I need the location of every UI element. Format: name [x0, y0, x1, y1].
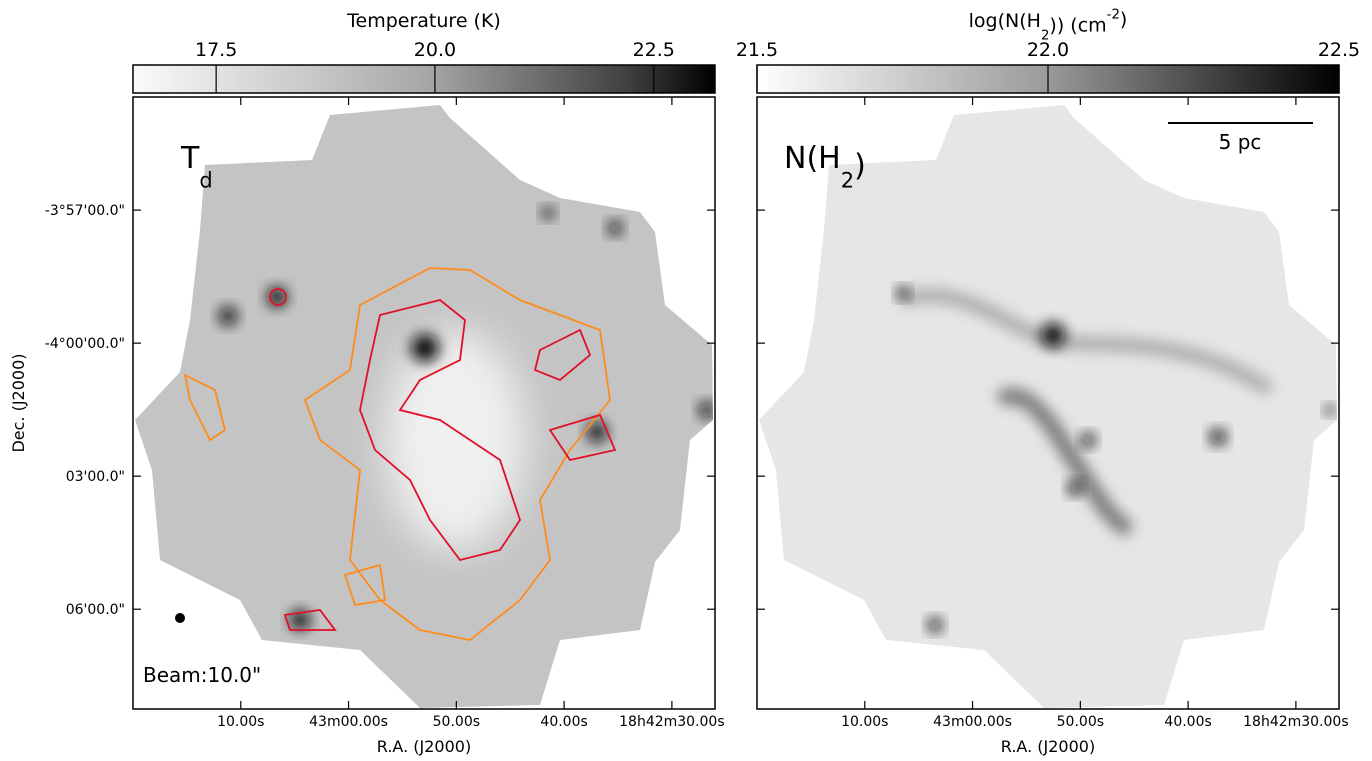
dense-core — [1210, 429, 1226, 445]
colorbar-label-part: -2 — [1107, 7, 1120, 22]
contour — [269, 288, 287, 306]
x-tick-label: 40.00s — [1164, 714, 1211, 730]
hot-spot — [587, 422, 607, 442]
x-tick-label: 43m00.00s — [309, 714, 388, 730]
hot-spot — [219, 307, 237, 325]
dense-core — [897, 287, 909, 299]
contour — [283, 609, 337, 631]
contour — [343, 563, 387, 607]
dense-core — [1325, 405, 1335, 415]
scale-bar-label: 5 pc — [1219, 130, 1262, 154]
dense-core — [1068, 481, 1082, 495]
plot-frame — [132, 96, 716, 710]
colorbar-label-part: 2 — [1041, 28, 1049, 43]
x-tick-label: 40.00s — [540, 714, 587, 730]
panel-annotation: N(H2) — [784, 141, 866, 192]
colorbar-label-part: )) (cm — [1049, 15, 1106, 37]
hot-spot — [542, 207, 554, 219]
colorbar-tick-label: 17.5 — [195, 39, 237, 61]
x-axis-label: R.A. (J2000) — [1001, 737, 1095, 756]
colorbar-label: Temperature (K) — [346, 10, 501, 32]
hot-spot — [699, 402, 713, 418]
beam — [175, 613, 185, 623]
contour — [183, 373, 227, 442]
x-tick-label: 50.00s — [433, 714, 480, 730]
colorbar-tick-label: 21.5 — [736, 39, 778, 61]
dense-core — [1041, 323, 1065, 347]
colorbar-tick-label: 22.5 — [633, 39, 675, 61]
hot-spot — [608, 221, 622, 235]
warm-region — [385, 330, 525, 550]
x-axis-label: R.A. (J2000) — [377, 737, 471, 756]
panel: 17.5 20.0 22.5 Temperature (K) 10.00s 43m00.0… — [9, 10, 725, 756]
x-tick-label: 18h42m30.00s — [1243, 714, 1349, 730]
y-tick-label: -3°57'00.0" — [45, 203, 125, 219]
colorbar-label-part: Temperature (K) — [346, 10, 501, 32]
panel-annotation-part: ) — [854, 148, 866, 183]
colorbar-label: log(N(H2)) (cm-2) — [969, 7, 1128, 43]
panel-annotation-part: N(H — [784, 141, 841, 176]
panel-annotation-part: 2 — [841, 168, 854, 192]
panel-annotation-part: T — [180, 141, 200, 176]
colorbar-tick-label: 22.0 — [1027, 39, 1069, 61]
colorbar — [132, 64, 716, 94]
y-tick-label: 03'00.0" — [66, 469, 125, 485]
dense-core — [1081, 433, 1095, 447]
map-image — [135, 105, 713, 708]
y-tick-label: 06'00.0" — [66, 602, 125, 618]
colorbar-label-part: log(N(H — [969, 10, 1041, 32]
filament — [995, 388, 1134, 538]
hot-spot — [411, 334, 439, 362]
x-tick-label: 18h42m30.00s — [619, 714, 725, 730]
plot-frame — [756, 96, 1340, 710]
contour — [303, 267, 611, 641]
contour — [533, 328, 592, 382]
colorbar-label-part: ) — [1120, 9, 1127, 31]
beam-label: Beam:10.0" — [143, 663, 261, 687]
y-tick-label: -4°00'00.0" — [45, 336, 125, 352]
dense-core — [928, 618, 942, 632]
contour — [548, 413, 617, 462]
x-tick-label: 10.00s — [217, 714, 264, 730]
x-tick-label: 10.00s — [841, 714, 888, 730]
panel-annotation: Td — [180, 141, 213, 192]
x-tick-label: 43m00.00s — [933, 714, 1012, 730]
x-tick-label: 50.00s — [1057, 714, 1104, 730]
colorbar-tick-label: 22.5 — [1318, 39, 1360, 61]
contour — [359, 299, 521, 562]
y-axis-label: Dec. (J2000) — [9, 353, 28, 452]
colorbar-tick-label: 20.0 — [414, 39, 456, 61]
panel-annotation-part: d — [199, 168, 212, 192]
hot-spot — [290, 610, 310, 630]
